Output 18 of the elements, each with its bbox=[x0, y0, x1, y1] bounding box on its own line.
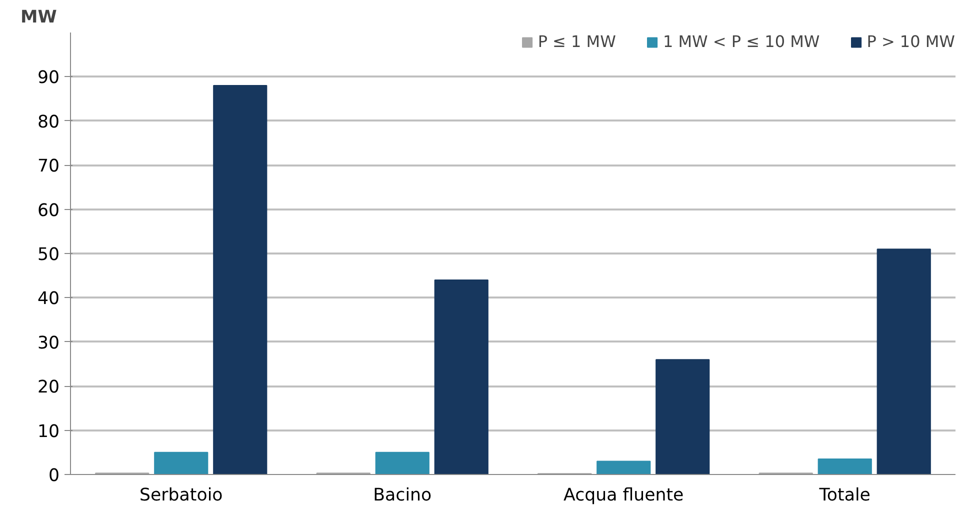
legend-label: 1 MW < P ≤ 10 MW bbox=[662, 32, 820, 51]
y-tick-label: 90 bbox=[37, 68, 60, 88]
y-tick-label: 70 bbox=[37, 156, 60, 177]
y-tick-label: 10 bbox=[37, 422, 60, 442]
x-tick-label: Serbatoio bbox=[140, 486, 223, 506]
y-tick-label: 60 bbox=[37, 200, 60, 221]
x-tick-label: Acqua fluente bbox=[564, 486, 684, 506]
y-axis-title: MW bbox=[20, 8, 57, 28]
y-tick-label: 0 bbox=[48, 466, 60, 486]
y-tick-label: 50 bbox=[37, 245, 60, 265]
y-tick-label: 20 bbox=[37, 378, 60, 398]
x-tick-label: Totale bbox=[818, 486, 870, 506]
legend-label: P > 10 MW bbox=[866, 32, 955, 51]
y-tick-label: 30 bbox=[37, 333, 60, 354]
y-tick-label: 80 bbox=[37, 112, 60, 132]
x-tick-label: Bacino bbox=[373, 486, 432, 506]
legend-label: P ≤ 1 MW bbox=[538, 32, 616, 51]
y-tick-label: 40 bbox=[37, 289, 60, 310]
